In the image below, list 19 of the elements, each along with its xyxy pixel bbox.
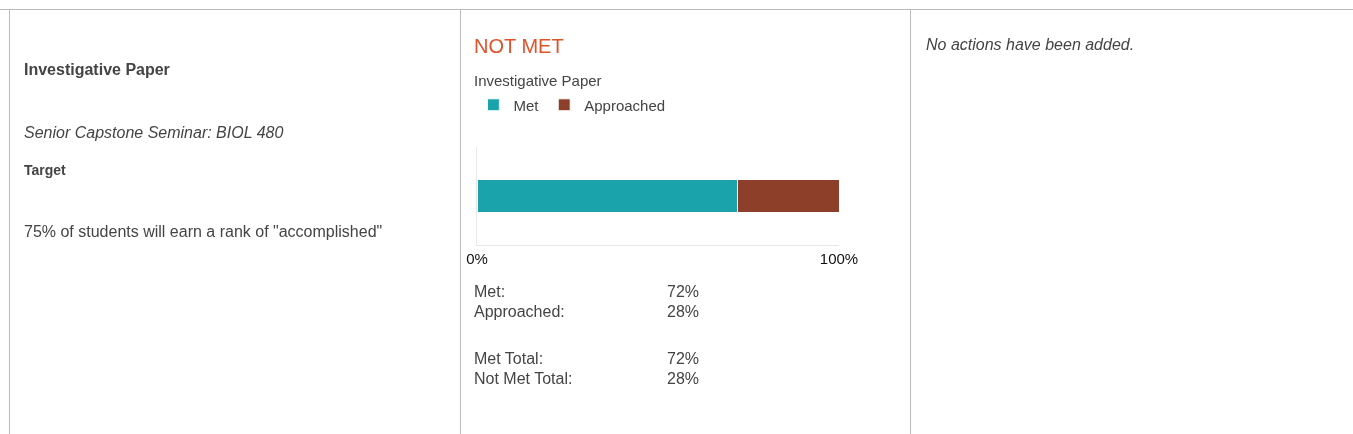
text: Met: [474, 283, 506, 301]
legend-label: Approached [584, 96, 666, 114]
legend-label: Met [513, 96, 540, 114]
text: 28% [667, 303, 700, 321]
x-tick-label: 100% [819, 250, 859, 267]
text: Not Met Total: [474, 370, 573, 388]
text: Senior Capstone Seminar: BIOL 480 [24, 124, 284, 142]
text: Met Total: [474, 350, 544, 368]
x-tick-label: 0% [466, 250, 488, 267]
text: Investigative Paper [24, 61, 170, 79]
text: Approached: [474, 303, 565, 321]
text: 75% of students will earn a rank of "accomplished" [24, 223, 383, 241]
text: 28% [667, 370, 700, 388]
text: Target [24, 162, 66, 178]
text: 72% [667, 350, 700, 368]
text: 72% [667, 283, 700, 301]
text: No actions have been added. [926, 36, 1135, 54]
chart-subtitle: Investigative Paper [474, 72, 602, 89]
chart-title: NOT MET [474, 35, 564, 58]
